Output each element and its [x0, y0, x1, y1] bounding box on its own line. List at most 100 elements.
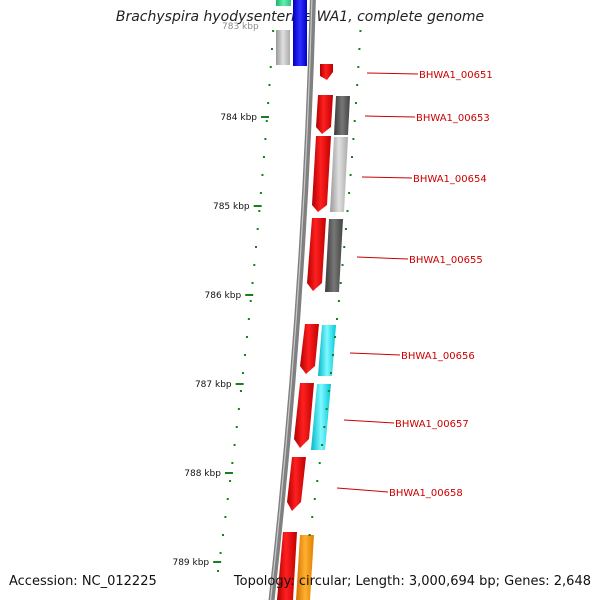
cds-arrow: [277, 532, 297, 600]
scale-outer-tick: [332, 354, 335, 356]
accession-text: Accession: NC_012225: [9, 574, 157, 589]
tick-label-partial: 783 kbp: [222, 22, 259, 32]
scale-tick-label: 784 kbp: [220, 113, 257, 123]
scale-outer-tick: [318, 462, 321, 464]
feature-block-dark: [334, 96, 350, 135]
scale-minor-tick: [255, 246, 258, 248]
scale-outer-tick: [308, 534, 311, 536]
gene-label: BHWA1_00655: [409, 255, 483, 266]
scale-major-tick: [235, 383, 244, 385]
scale-minor-tick: [272, 30, 275, 32]
cds-arrow: [312, 136, 331, 212]
gene-leader-line: [343, 419, 395, 424]
scale-outer-tick: [316, 480, 319, 482]
scale-minor-tick: [268, 84, 271, 86]
gene-label: BHWA1_00654: [413, 174, 487, 185]
gene-label: BHWA1_00651: [419, 70, 493, 81]
genome-summary-text: Topology: circular; Length: 3,000,694 bp…: [233, 574, 591, 589]
gene-leader-line: [336, 487, 389, 493]
scale-tick-label: 787 kbp: [195, 380, 232, 390]
scale-minor-tick: [256, 228, 259, 230]
scale-outer-tick: [321, 444, 324, 446]
scale-outer-tick: [327, 390, 330, 392]
scale-major-tick: [253, 205, 262, 207]
gene-leader-line: [364, 115, 416, 118]
scale-outer-tick: [311, 516, 314, 518]
feature-block-light: [330, 137, 348, 212]
scale-minor-tick: [217, 570, 220, 572]
scale-outer-tick: [352, 138, 355, 140]
scale-outer-tick: [354, 102, 357, 104]
scale-outer-tick: [346, 210, 349, 212]
gene-label: BHWA1_00653: [416, 113, 490, 124]
scale-major-tick: [261, 116, 270, 118]
scale-minor-tick: [224, 516, 227, 518]
scale-outer-tick: [334, 336, 337, 338]
scale-tick-label: 788 kbp: [184, 469, 221, 479]
scale-minor-tick: [237, 408, 240, 410]
scale-outer-tick: [335, 318, 338, 320]
scale-outer-tick: [353, 120, 356, 122]
scale-minor-tick: [226, 498, 229, 500]
scale-outer-tick: [325, 408, 328, 410]
scale-outer-tick: [358, 48, 361, 50]
scale-minor-tick: [269, 66, 272, 68]
scale-outer-tick: [349, 174, 352, 176]
gene-leader-line: [366, 72, 419, 75]
scale-minor-tick: [241, 372, 244, 374]
cds-arrow: [287, 457, 306, 511]
scale-outer-tick: [337, 300, 340, 302]
scale-outer-tick: [357, 66, 360, 68]
scale-minor-tick: [249, 300, 252, 302]
scale-minor-tick: [259, 192, 262, 194]
scale-major-tick: [245, 294, 254, 296]
scale-minor-tick: [258, 210, 261, 212]
scale-outer-tick: [341, 264, 344, 266]
cds-arrow: [320, 64, 333, 80]
feature-block-cyan: [318, 325, 336, 376]
scale-minor-tick: [219, 552, 222, 554]
scale-outer-tick: [356, 84, 359, 86]
feature-block-dark: [325, 219, 343, 292]
scale-outer-tick: [339, 282, 342, 284]
scale-minor-tick: [262, 156, 265, 158]
feature-block-orange: [296, 535, 314, 600]
scale-outer-tick: [323, 426, 326, 428]
scale-minor-tick: [235, 426, 238, 428]
scale-tick-label: 786 kbp: [205, 291, 242, 301]
gene-leader-line: [349, 352, 401, 356]
gene-label: BHWA1_00657: [395, 419, 469, 430]
scale-minor-tick: [243, 354, 246, 356]
scale-minor-tick: [229, 480, 232, 482]
scale-outer-tick: [343, 246, 346, 248]
scale-minor-tick: [245, 336, 248, 338]
scale-minor-tick: [231, 462, 234, 464]
feature-block-cyan: [311, 384, 331, 450]
scale-minor-tick: [253, 264, 256, 266]
scale-minor-tick: [267, 102, 270, 104]
scale-minor-tick: [264, 138, 267, 140]
cds-arrow: [294, 383, 314, 448]
feature-block-light: [276, 30, 290, 65]
scale-minor-tick: [247, 318, 250, 320]
gene-label: BHWA1_00658: [389, 488, 463, 499]
scale-outer-tick: [351, 156, 354, 158]
scale-tick-label: 789 kbp: [172, 558, 209, 568]
gene-leader-line: [356, 256, 409, 260]
scale-major-tick: [224, 472, 233, 474]
scale-minor-tick: [261, 174, 264, 176]
cds-arrow: [316, 95, 333, 134]
genome-backbone: [268, 0, 316, 600]
scale-outer-tick: [344, 228, 347, 230]
genome-backbone-highlight: [269, 0, 313, 600]
scale-minor-tick: [265, 120, 268, 122]
cds-arrow: [307, 218, 326, 291]
scale-tick-label: 785 kbp: [213, 202, 250, 212]
scale-outer-tick: [348, 192, 351, 194]
gene-leader-line: [361, 176, 413, 179]
cds-arrow: [300, 324, 319, 374]
scale-minor-tick: [221, 534, 224, 536]
scale-major-tick: [213, 561, 222, 563]
gene-label: BHWA1_00656: [401, 351, 475, 362]
